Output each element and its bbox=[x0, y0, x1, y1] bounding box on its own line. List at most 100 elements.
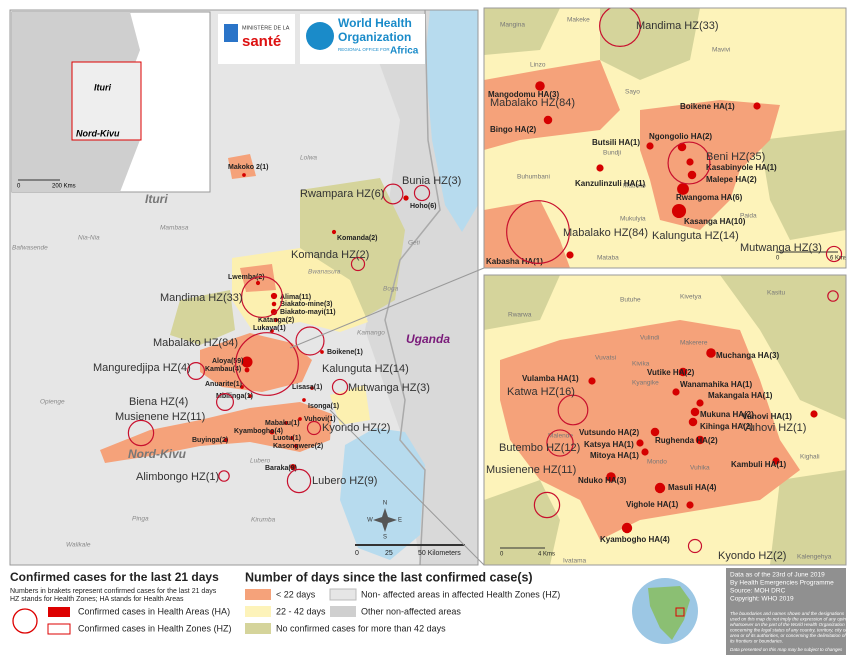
hz-label: Biena HZ(4) bbox=[129, 396, 188, 408]
main-frame bbox=[9, 9, 479, 566]
disclaimer-line: used on this map do not imply the expres… bbox=[730, 617, 850, 622]
hz-circle bbox=[533, 491, 561, 519]
place-label: Kamango bbox=[357, 330, 385, 337]
ha-dot bbox=[596, 164, 604, 172]
connector bbox=[329, 409, 485, 566]
ha-label: Mangodomu HA(3) bbox=[488, 90, 559, 99]
place-label: Pinga bbox=[132, 516, 149, 523]
ha-label: Vuhovi HA(1) bbox=[742, 412, 792, 421]
hz-label: Bunia HZ(3) bbox=[402, 175, 461, 187]
hz-label: Mandima HZ(33) bbox=[636, 20, 719, 32]
border bbox=[384, 10, 441, 565]
ha-dot bbox=[654, 482, 666, 494]
hz-label: Mandima HZ(33) bbox=[160, 292, 243, 304]
ha-label: Anuarite(1) bbox=[205, 381, 242, 388]
no-case-area bbox=[720, 275, 846, 420]
ha-label: Boikene(1) bbox=[327, 349, 363, 356]
ha-label: Kyambogho HA(4) bbox=[600, 535, 670, 544]
active-area bbox=[100, 402, 332, 463]
who-text: REGIONAL OFFICE FOR bbox=[338, 47, 390, 52]
ha-dot bbox=[650, 427, 660, 437]
hz-circle bbox=[241, 276, 283, 318]
active-area bbox=[484, 200, 570, 268]
hz-label: Lubero HZ(9) bbox=[312, 475, 377, 487]
ha-label: Makangala HA(1) bbox=[708, 391, 773, 400]
region-label: Ituri bbox=[145, 192, 168, 206]
place-label: Kivetya bbox=[680, 294, 702, 301]
active-area bbox=[228, 154, 256, 179]
active-area bbox=[500, 320, 800, 540]
region-label: Uganda bbox=[406, 332, 450, 346]
ha-label: Kambuli HA(1) bbox=[731, 460, 786, 469]
ha-dot bbox=[641, 448, 649, 456]
place-label: Makerere bbox=[680, 340, 708, 347]
swatch bbox=[245, 623, 271, 634]
ha-dot bbox=[566, 251, 574, 259]
ha-dot bbox=[636, 439, 644, 447]
legend-note: Numbers in brakets represent confirmed c… bbox=[10, 588, 217, 595]
inset-map: Ituri Nord-Kivu 0 200 Kms bbox=[11, 11, 211, 193]
ha-label: Isonga(1) bbox=[308, 403, 339, 410]
inset-focus bbox=[71, 61, 142, 141]
hz-circle bbox=[127, 419, 155, 447]
hz-circle bbox=[286, 468, 312, 494]
place-label: Bafwasende bbox=[12, 245, 48, 252]
legend-label: Confirmed cases in Health Zones (HZ) bbox=[78, 623, 232, 633]
hz-label: Vuhovi HZ(1) bbox=[742, 422, 806, 434]
globe-land bbox=[648, 586, 690, 640]
ha-dot bbox=[240, 385, 244, 389]
inset-label: Ituri bbox=[94, 82, 111, 92]
ministry-text: santé bbox=[242, 33, 281, 50]
ha-label: Vulamba HA(1) bbox=[522, 374, 579, 383]
ha-dot bbox=[284, 421, 288, 425]
globe-focus bbox=[675, 607, 685, 617]
ha-dot bbox=[270, 308, 278, 316]
hz-label: Mabalako HZ(84) bbox=[153, 337, 238, 349]
ha-dot bbox=[298, 417, 302, 421]
ha-dot bbox=[331, 229, 337, 235]
ha-dot bbox=[677, 183, 689, 195]
hz-label: Kyondo HZ(2) bbox=[322, 422, 390, 434]
hz-label: Kalunguta HZ(14) bbox=[652, 230, 739, 242]
compass-label: N bbox=[383, 501, 387, 507]
ha-dot bbox=[772, 457, 780, 465]
ha-dot bbox=[293, 443, 299, 449]
legend-note: HZ stands for Health Zones; HA stands fo… bbox=[10, 596, 184, 603]
place-label: Malende bbox=[548, 433, 573, 440]
hz-label: Musienene HZ(11) bbox=[115, 411, 205, 423]
ha-dot bbox=[671, 203, 687, 219]
ha-label: Mitoya HA(1) bbox=[590, 451, 639, 460]
place-label: Opienge bbox=[40, 399, 65, 406]
place-label: Boga bbox=[383, 286, 399, 293]
panel-frame bbox=[483, 7, 847, 269]
ha-dot bbox=[810, 410, 818, 418]
place-label: Vuhika bbox=[690, 465, 710, 472]
ha-dot bbox=[302, 398, 306, 402]
who-text: Africa bbox=[390, 46, 419, 57]
logos: MINISTÈRE DE LA santé World Health Organ… bbox=[218, 14, 425, 64]
info-line: Data as of the 23rd of June 2019 bbox=[730, 572, 825, 579]
place-label: Linzo bbox=[530, 62, 546, 69]
lake-edward bbox=[340, 428, 425, 560]
active-area bbox=[200, 333, 312, 392]
hz-circle bbox=[350, 256, 366, 272]
hz-circle bbox=[382, 183, 404, 205]
ha-dot bbox=[248, 394, 252, 398]
legend-label: No confirmed cases for more than 42 days bbox=[276, 623, 446, 633]
flag bbox=[224, 24, 238, 42]
place-label: Mabolio bbox=[623, 183, 646, 190]
ha-label: Lukaya(1) bbox=[253, 325, 286, 332]
swatch bbox=[245, 589, 271, 600]
ha-dot bbox=[690, 407, 700, 417]
hz-label: Mutwanga HZ(3) bbox=[740, 242, 822, 254]
ha-label: Makoko 2(1) bbox=[228, 164, 268, 171]
place-label: Vulindi bbox=[640, 335, 659, 342]
scale-label: 0 bbox=[776, 256, 780, 262]
swatch bbox=[330, 606, 356, 617]
place-label: Mavivi bbox=[712, 47, 730, 54]
ha-label: Rwangoma HA(6) bbox=[676, 193, 743, 202]
info-box bbox=[726, 568, 846, 655]
ha-label: Luotu(1) bbox=[273, 435, 301, 442]
hz-circle bbox=[825, 245, 843, 263]
